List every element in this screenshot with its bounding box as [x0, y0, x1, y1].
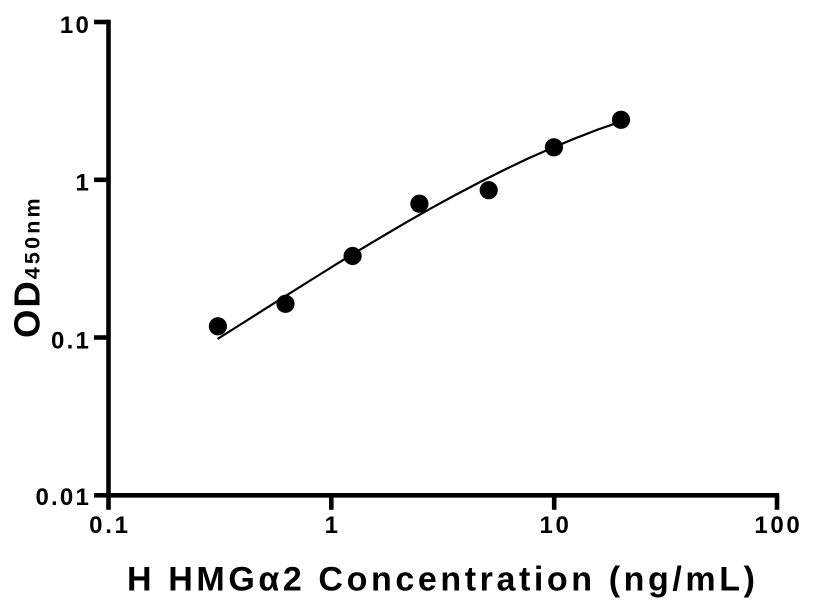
svg-text:10: 10	[60, 12, 91, 39]
svg-text:100: 100	[754, 512, 802, 539]
svg-text:1: 1	[325, 512, 341, 539]
svg-text:0.01: 0.01	[35, 484, 91, 511]
svg-text:0.1: 0.1	[89, 512, 130, 539]
svg-text:0.1: 0.1	[51, 327, 91, 354]
svg-text:H HMGα2 Concentration (ng/mL): H HMGα2 Concentration (ng/mL)	[127, 561, 759, 599]
svg-text:10: 10	[539, 512, 571, 539]
svg-text:OD450nm: OD450nm	[6, 195, 47, 338]
svg-text:1: 1	[75, 170, 91, 197]
